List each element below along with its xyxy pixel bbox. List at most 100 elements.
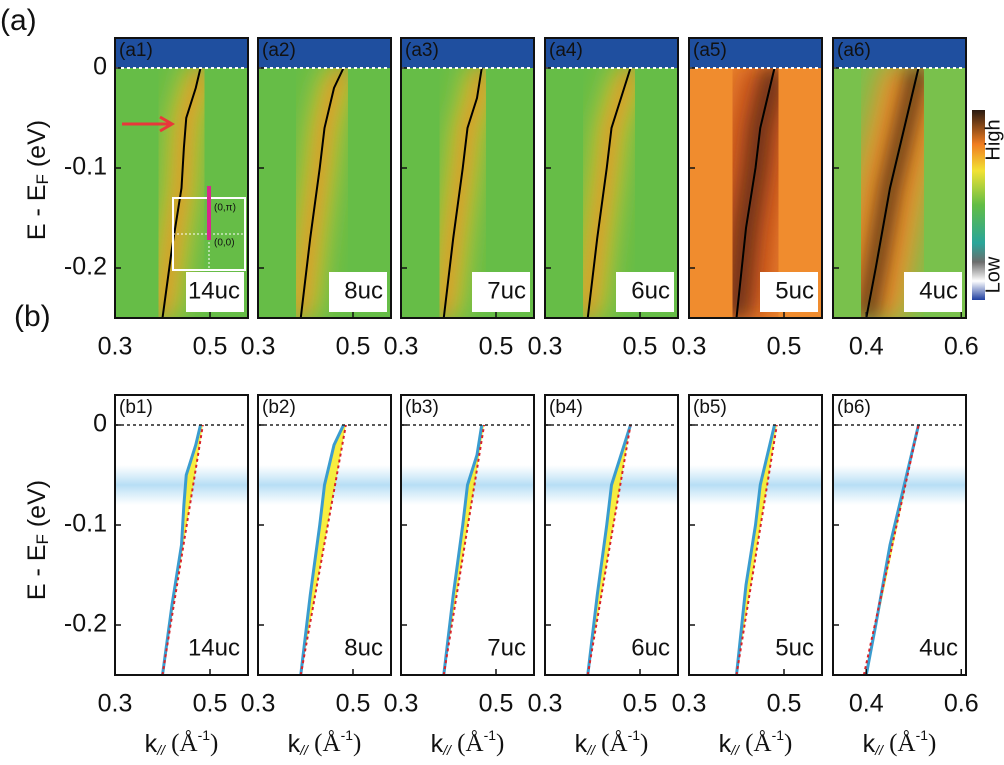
frame xyxy=(114,394,249,676)
panel xyxy=(689,424,822,675)
x-label-unit: (Å xyxy=(739,730,772,757)
x-label-sub: // xyxy=(156,742,167,758)
panel-letter: (b) xyxy=(14,300,51,333)
dispersion xyxy=(442,67,483,318)
x-tick-label: 0.5 xyxy=(193,333,228,361)
x-tick-label: 0.3 xyxy=(241,690,276,718)
x-tick-label: 0.5 xyxy=(623,690,658,718)
x-axis-title: k// (Å-1) xyxy=(431,727,505,758)
label-box xyxy=(472,272,530,312)
y-tick-label: -0.1 xyxy=(64,153,107,181)
x-tick-label: 0.4 xyxy=(849,333,884,361)
y-tick-label: -0.1 xyxy=(64,510,107,538)
panel xyxy=(401,424,534,675)
above-fermi xyxy=(258,38,391,68)
dispersion xyxy=(735,424,778,675)
kink-band xyxy=(115,465,248,505)
panel xyxy=(689,38,822,318)
x-label-close: ) xyxy=(640,730,648,757)
panel-tag: (a4) xyxy=(549,40,583,61)
panel xyxy=(115,38,248,318)
thickness-label: 4uc xyxy=(919,277,958,304)
kink-arrow xyxy=(122,115,175,133)
x-label-main: k xyxy=(145,730,158,758)
thickness-label: 5uc xyxy=(775,277,814,304)
frame xyxy=(257,37,392,319)
above-fermi xyxy=(833,38,966,68)
kink-band xyxy=(689,465,822,505)
x-label-sup: -1 xyxy=(628,727,641,743)
x-tick-label: 0.3 xyxy=(672,333,707,361)
panel-tag: (b5) xyxy=(693,397,727,418)
x-label-close: ) xyxy=(928,730,936,757)
x-label-sub: // xyxy=(442,742,453,758)
frame xyxy=(257,394,392,676)
panel-tag: (b1) xyxy=(119,397,153,418)
x-label-sub: // xyxy=(299,742,310,758)
y-tick-label: -0.2 xyxy=(64,253,107,281)
frame xyxy=(832,37,967,319)
x-tick-label: 0.3 xyxy=(98,333,133,361)
x-tick-label: 0.3 xyxy=(672,690,707,718)
thickness-label: 4uc xyxy=(919,634,958,661)
dispersion xyxy=(161,424,204,675)
dispersion xyxy=(586,424,632,675)
panel-tag: (b3) xyxy=(405,397,439,418)
x-tick-label: 0.5 xyxy=(193,690,228,718)
x-label-unit: (Å xyxy=(883,730,916,757)
x-label-main: k xyxy=(719,730,732,758)
panel xyxy=(401,38,534,318)
panel xyxy=(258,38,391,318)
x-label-close: ) xyxy=(784,730,792,757)
x-label-sup: -1 xyxy=(198,727,211,743)
dispersion xyxy=(442,424,486,675)
thickness-label: 5uc xyxy=(775,634,814,661)
frame xyxy=(400,394,535,676)
dispersion xyxy=(865,67,920,318)
x-label-close: ) xyxy=(210,730,218,757)
x-tick-label: 0.5 xyxy=(479,333,514,361)
x-axis-title: k// (Å-1) xyxy=(145,727,219,758)
y-label-unit: (eV) xyxy=(23,120,51,174)
thickness-label: 7uc xyxy=(487,277,526,304)
label-box xyxy=(760,272,818,312)
above-fermi xyxy=(401,38,534,68)
frame xyxy=(544,394,679,676)
panel-tag: (a6) xyxy=(837,40,871,61)
thickness-label: 6uc xyxy=(631,634,670,661)
x-label-sub: // xyxy=(730,742,741,758)
panel xyxy=(833,38,966,318)
x-label-main: k xyxy=(575,730,588,758)
label-box xyxy=(904,272,962,312)
dispersion xyxy=(862,424,920,675)
thickness-label: 6uc xyxy=(631,277,670,304)
frame xyxy=(114,37,249,319)
dispersion xyxy=(864,424,920,675)
colorbar-high: High xyxy=(982,119,1004,160)
x-tick-label: 0.3 xyxy=(98,690,133,718)
panel-tag: (b4) xyxy=(549,397,583,418)
panel xyxy=(258,424,391,675)
x-tick-label: 0.3 xyxy=(528,690,563,718)
x-tick-label: 0.4 xyxy=(849,690,884,718)
dispersion xyxy=(586,424,632,675)
panel xyxy=(833,424,966,675)
thickness-label: 7uc xyxy=(487,634,526,661)
panel-tag: (a2) xyxy=(262,40,296,61)
x-label-sub: // xyxy=(586,742,597,758)
x-axis-title: k// (Å-1) xyxy=(288,727,362,758)
label-box xyxy=(186,272,244,312)
x-tick-label: 0.5 xyxy=(767,690,802,718)
above-fermi xyxy=(545,38,678,68)
panel-tag: (a1) xyxy=(119,40,153,61)
frame xyxy=(544,37,679,319)
x-tick-label: 0.3 xyxy=(241,333,276,361)
inset-label: (0,π) xyxy=(214,203,236,214)
x-label-unit: (Å xyxy=(451,730,484,757)
frame xyxy=(688,37,823,319)
y-label-sub: F xyxy=(33,534,52,544)
y-label-main: E - E xyxy=(23,185,51,241)
x-tick-label: 0.5 xyxy=(336,690,371,718)
